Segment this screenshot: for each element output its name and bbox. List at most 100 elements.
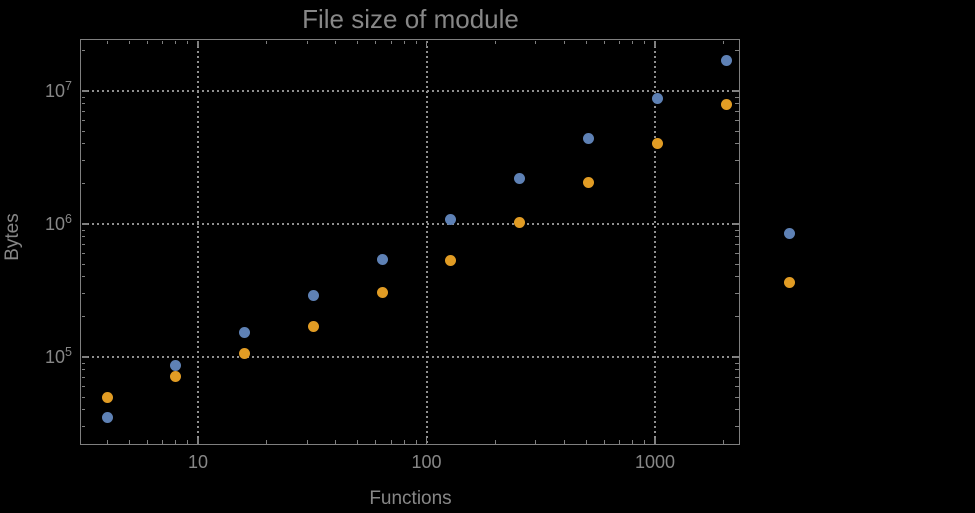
data-point-orange — [170, 371, 182, 383]
y-minor-tick — [81, 386, 85, 387]
y-tick-label-1e6: 106 — [14, 211, 72, 237]
x-minor-tick — [632, 40, 634, 44]
y-minor-tick — [735, 377, 739, 379]
x-minor-tick — [403, 40, 405, 44]
data-point-blue — [445, 213, 457, 225]
y-minor-tick — [81, 103, 85, 105]
x-minor-tick — [403, 440, 405, 444]
x-minor-tick — [415, 440, 417, 444]
y-minor-tick — [735, 236, 739, 238]
data-point-orange — [783, 276, 795, 288]
data-point-blue — [583, 132, 595, 144]
x-minor-tick — [494, 40, 496, 44]
x-minor-tick — [535, 40, 537, 44]
y-minor-tick — [735, 103, 739, 105]
y-major-tick — [732, 223, 739, 225]
y-minor-tick — [735, 276, 739, 278]
y-minor-tick — [735, 143, 739, 145]
y-tick-base: 10 — [45, 214, 66, 234]
y-minor-tick — [81, 50, 85, 52]
y-minor-tick — [735, 316, 739, 318]
x-minor-tick — [106, 440, 108, 444]
x-minor-tick — [603, 440, 605, 444]
y-minor-tick — [735, 369, 739, 371]
x-minor-tick — [723, 40, 725, 44]
x-minor-tick — [357, 40, 359, 44]
y-minor-tick — [81, 244, 85, 246]
data-point-blue — [101, 412, 113, 424]
y-minor-tick — [735, 96, 739, 98]
x-major-tick — [654, 437, 656, 444]
data-point-orange — [307, 320, 319, 332]
y-minor-tick — [81, 293, 85, 295]
y-minor-tick — [81, 130, 85, 132]
y-minor-tick — [81, 160, 85, 162]
y-minor-tick — [81, 120, 85, 121]
data-point-orange — [720, 98, 732, 110]
x-minor-tick — [187, 40, 189, 44]
x-minor-tick — [415, 40, 417, 44]
x-minor-tick — [644, 40, 646, 44]
y-minor-tick — [735, 160, 739, 162]
x-major-tick — [197, 437, 199, 444]
y-tick-base: 10 — [45, 81, 66, 101]
y-minor-tick — [81, 111, 85, 113]
x-minor-tick — [146, 440, 148, 444]
y-minor-tick — [735, 386, 739, 387]
x-minor-tick — [644, 440, 646, 444]
data-point-blue — [651, 92, 663, 104]
data-point-blue — [170, 360, 182, 372]
y-minor-tick — [735, 120, 739, 121]
y-major-tick — [81, 90, 88, 92]
y-minor-tick — [735, 253, 739, 254]
y-major-tick — [81, 356, 88, 358]
x-minor-tick — [357, 440, 359, 444]
gridline-x-100 — [425, 41, 428, 443]
y-minor-tick — [81, 253, 85, 254]
gridline-y-1e7 — [82, 90, 738, 92]
x-minor-tick — [266, 40, 268, 44]
y-minor-tick — [735, 50, 739, 52]
x-major-tick — [425, 437, 428, 444]
y-minor-tick — [735, 409, 739, 411]
y-minor-tick — [735, 396, 739, 398]
x-major-tick — [425, 40, 428, 47]
x-tick-label-10: 10 — [187, 452, 209, 472]
x-minor-tick — [175, 440, 177, 444]
data-point-orange — [101, 392, 113, 404]
plot-frame — [80, 39, 740, 445]
x-minor-tick — [375, 40, 377, 44]
y-minor-tick — [81, 263, 85, 265]
data-point-blue — [307, 290, 319, 302]
y-major-tick — [732, 90, 739, 92]
data-point-orange — [239, 347, 251, 359]
x-minor-tick — [162, 40, 164, 44]
x-minor-tick — [266, 440, 268, 444]
x-minor-tick — [106, 40, 108, 44]
x-minor-tick — [585, 40, 587, 44]
y-minor-tick — [735, 362, 739, 364]
x-minor-tick — [175, 40, 177, 44]
y-minor-tick — [81, 236, 85, 238]
data-point-orange — [376, 287, 388, 299]
y-minor-tick — [81, 96, 85, 98]
gridline-x-10 — [197, 41, 199, 443]
x-minor-tick — [535, 440, 537, 444]
y-minor-tick — [81, 362, 85, 364]
x-minor-tick — [128, 40, 130, 44]
gridline-y-1e6 — [82, 223, 738, 225]
y-minor-tick — [735, 293, 739, 295]
y-axis-label: Bytes — [2, 213, 23, 261]
x-major-tick — [654, 40, 656, 47]
y-tick-base: 10 — [45, 347, 66, 367]
x-minor-tick — [603, 40, 605, 44]
y-minor-tick — [735, 111, 739, 113]
y-minor-tick — [81, 143, 85, 145]
y-minor-tick — [81, 183, 85, 185]
x-major-tick — [197, 40, 199, 47]
y-major-tick — [732, 356, 739, 358]
y-minor-tick — [81, 369, 85, 371]
data-point-blue — [720, 55, 732, 67]
y-minor-tick — [81, 316, 85, 318]
